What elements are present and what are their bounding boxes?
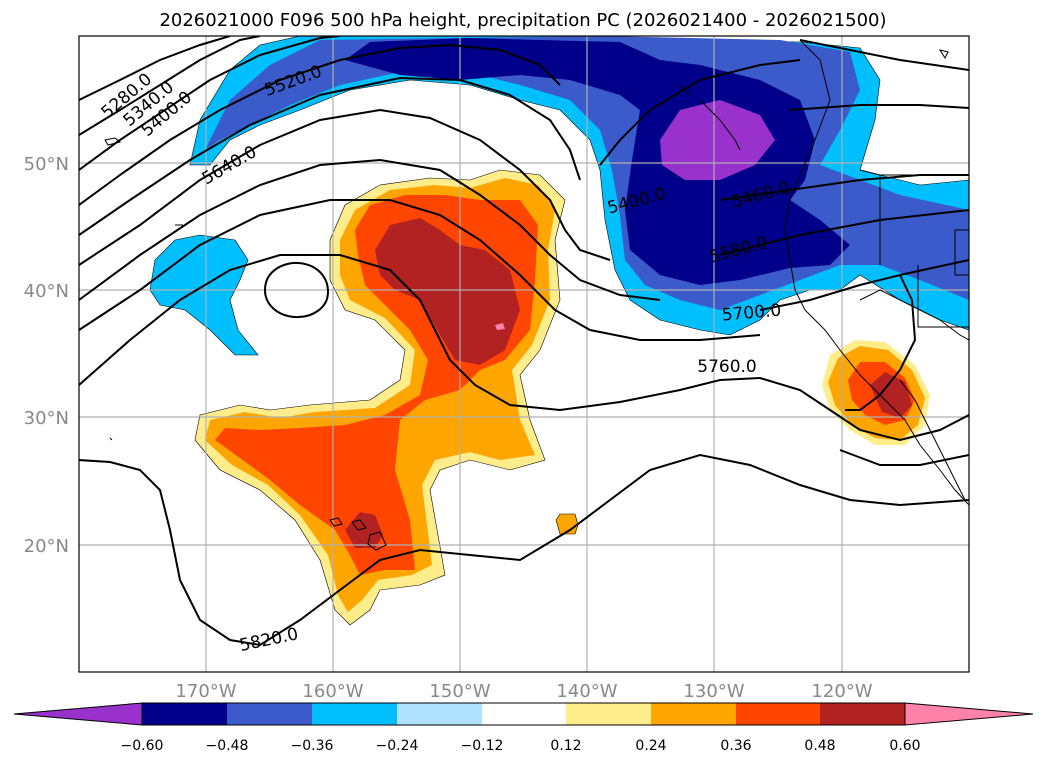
colorbar-segment bbox=[736, 703, 820, 725]
colorbar-tick-label: −0.60 bbox=[121, 738, 164, 754]
colorbar-segment bbox=[397, 703, 482, 725]
lon-label-120w: 120°W bbox=[811, 681, 872, 702]
negative-precip-region-north-dark bbox=[345, 38, 850, 285]
negative-precip-region-east bbox=[880, 200, 969, 280]
positive-precip-peak bbox=[495, 323, 505, 330]
lon-label-160w: 160°W bbox=[302, 681, 363, 702]
lon-label-140w: 140°W bbox=[556, 681, 617, 702]
lat-label-30n: 30°N bbox=[24, 408, 69, 429]
latitude-labels: 50°N 40°N 30°N 20°N bbox=[24, 154, 69, 557]
lon-label-150w: 150°W bbox=[429, 681, 490, 702]
colorbar-frame bbox=[141, 702, 906, 726]
colorbar-tick-label: −0.48 bbox=[206, 738, 249, 754]
colorbar-max-extend bbox=[904, 702, 1034, 726]
colorbar-segment bbox=[482, 703, 566, 725]
colorbar-min-extend bbox=[13, 702, 143, 726]
colorbar-tick-label: −0.24 bbox=[376, 738, 419, 754]
colorbar-tick-label: 0.48 bbox=[804, 738, 835, 754]
lat-label-20n: 20°N bbox=[24, 536, 69, 557]
colorbar-tick-label: −0.36 bbox=[291, 738, 334, 754]
negative-precip-region-west bbox=[149, 234, 259, 356]
negative-precip-region-core bbox=[660, 100, 775, 180]
lon-label-130w: 130°W bbox=[683, 681, 744, 702]
map-title: 2026021000 F096 500 hPa height, precipit… bbox=[159, 10, 886, 31]
colorbar-tick-label: 0.60 bbox=[889, 738, 920, 754]
colorbar-segment bbox=[227, 703, 312, 725]
colorbar-tick-label: 0.36 bbox=[720, 738, 751, 754]
colorbar-tick-label: 0.12 bbox=[550, 738, 581, 754]
height-contours bbox=[79, 36, 969, 647]
colorbar-tick-label: 0.24 bbox=[635, 738, 666, 754]
colorbar-segment bbox=[142, 703, 227, 725]
precipitation-field bbox=[79, 36, 969, 672]
coastlines bbox=[104, 39, 969, 551]
colorbar-segment bbox=[566, 703, 651, 725]
colorbar-segment bbox=[651, 703, 736, 725]
contour-label-5760: 5760.0 bbox=[697, 357, 756, 377]
colorbar-segment bbox=[312, 703, 397, 725]
gridlines bbox=[79, 36, 969, 672]
lat-label-50n: 50°N bbox=[24, 154, 69, 175]
positive-precip-california-core bbox=[870, 372, 912, 418]
map-frame bbox=[78, 35, 970, 673]
colorbar-segment bbox=[820, 703, 905, 725]
colorbar: −0.60 −0.48 −0.36 −0.24 −0.12 0.12 0.24 … bbox=[13, 702, 1034, 754]
positive-precip-region-darkred bbox=[375, 218, 520, 365]
lon-label-170w: 170°W bbox=[175, 681, 236, 702]
colorbar-tick-label: −0.12 bbox=[461, 738, 504, 754]
lat-label-40n: 40°N bbox=[24, 281, 69, 302]
longitude-labels: 170°W 160°W 150°W 140°W 130°W 120°W bbox=[175, 681, 872, 702]
